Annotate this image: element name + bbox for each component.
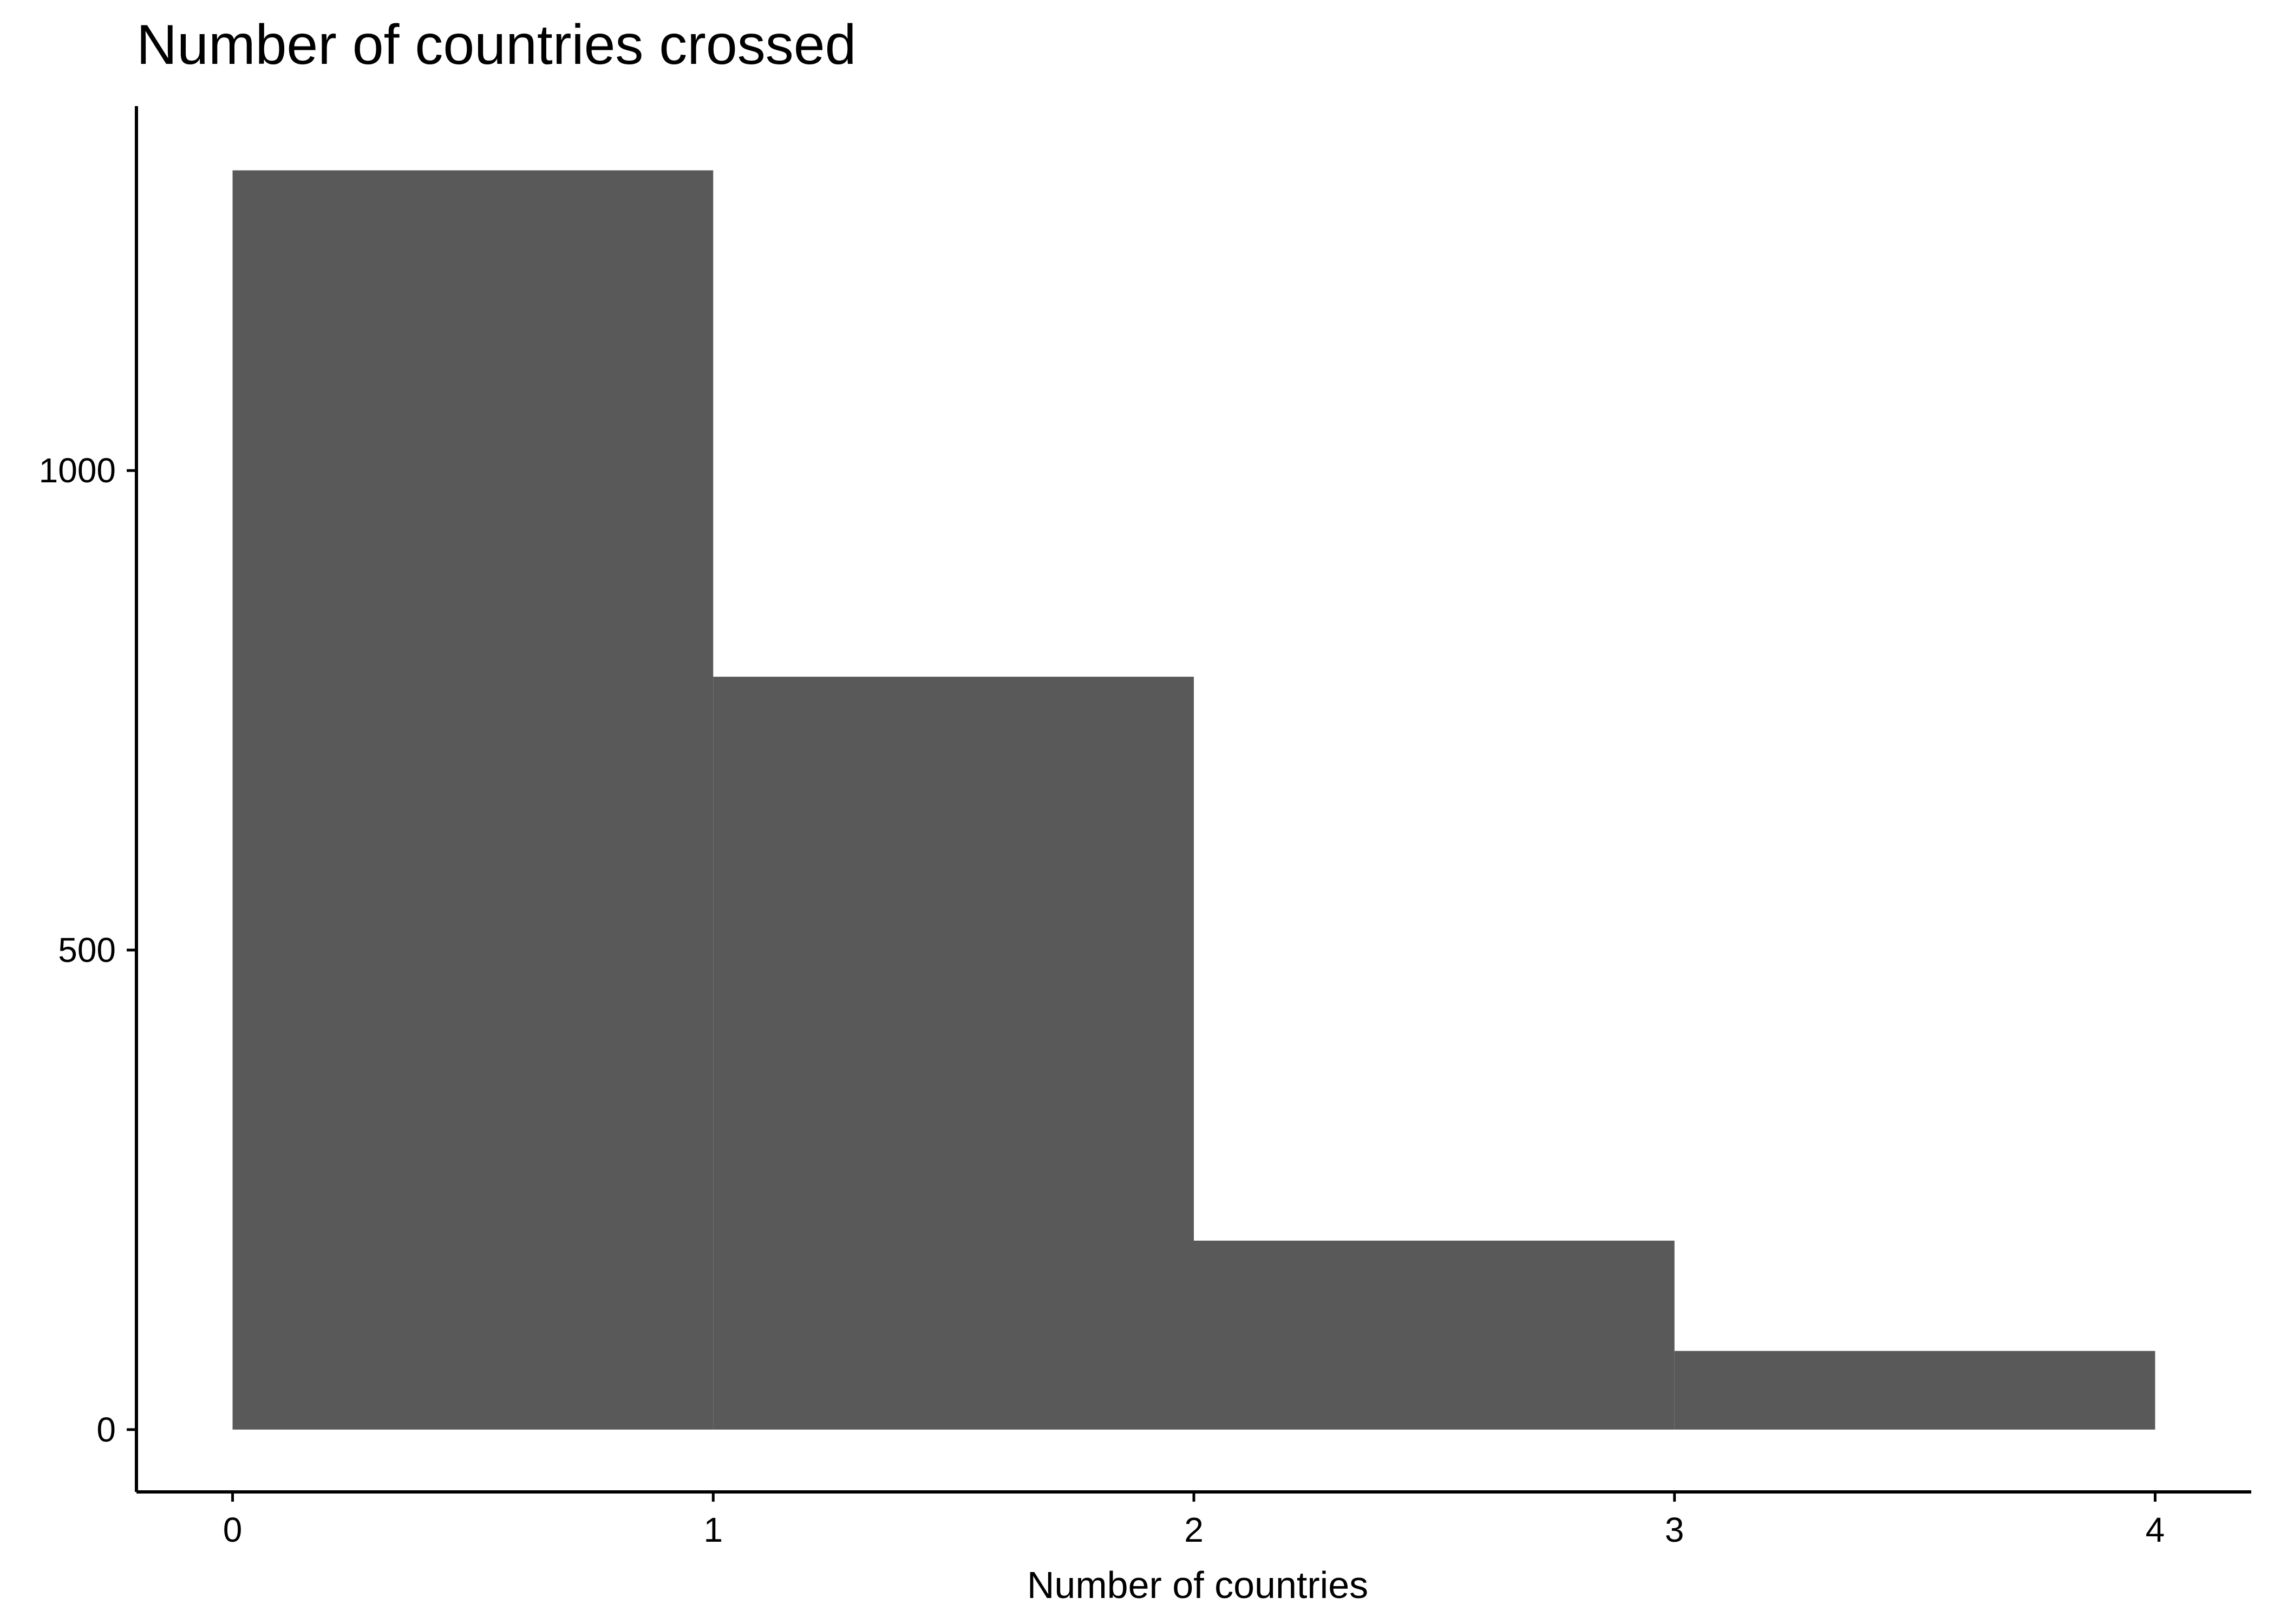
- bars-layer: [232, 170, 2155, 1430]
- x-tick-label-1: 1: [703, 1510, 723, 1549]
- histogram-bar-2: [1194, 1240, 1675, 1430]
- x-tick-label-4: 4: [2146, 1510, 2165, 1549]
- chart-title: Number of countries crossed: [136, 14, 856, 76]
- x-axis-title: Number of countries: [1027, 1564, 1368, 1606]
- x-tick-label-0: 0: [223, 1510, 243, 1549]
- histogram-bar-3: [1674, 1351, 2155, 1430]
- histogram-bar-0: [232, 170, 714, 1430]
- x-tick-label-3: 3: [1665, 1510, 1684, 1549]
- x-tick-label-2: 2: [1184, 1510, 1204, 1549]
- y-tick-label-1: 500: [58, 931, 116, 970]
- x-axis-ticks: 0 1 2 3 4: [223, 1492, 2165, 1549]
- y-axis-ticks: 0 500 1000: [39, 451, 136, 1449]
- histogram-bar-1: [713, 677, 1194, 1430]
- y-tick-label-2: 1000: [39, 451, 116, 490]
- y-tick-label-0: 0: [96, 1410, 116, 1449]
